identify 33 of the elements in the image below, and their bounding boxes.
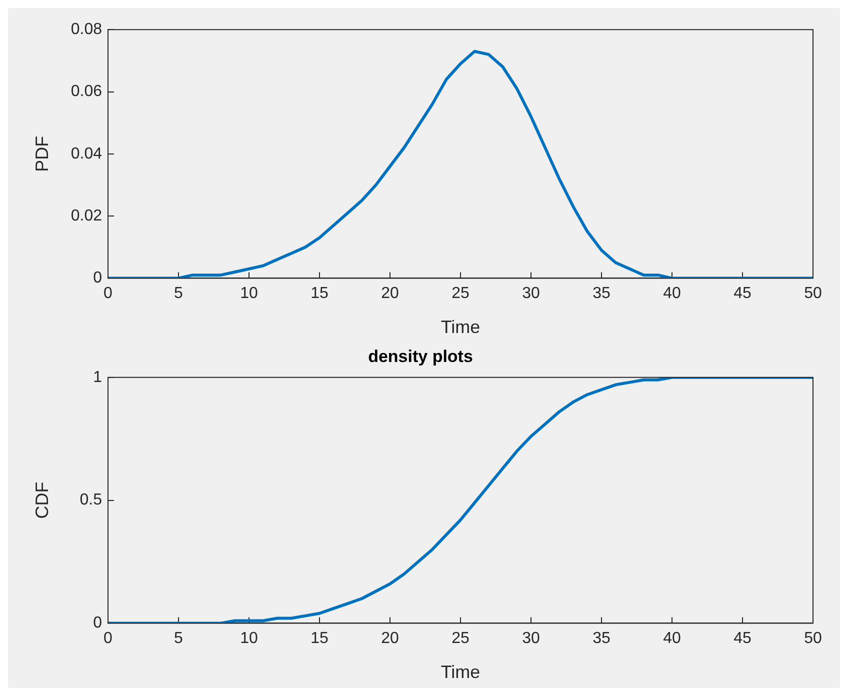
- x-tick-label: 20: [381, 285, 399, 302]
- x-tick-label: 10: [240, 285, 258, 302]
- y-tick-label: 1: [93, 368, 102, 386]
- y-tick-label: 0: [93, 270, 102, 287]
- x-tick-label: 40: [663, 285, 681, 302]
- x-axis-title: Time: [440, 662, 480, 682]
- x-tick-label: 30: [522, 285, 540, 302]
- x-tick-label: 10: [240, 630, 258, 648]
- x-tick-label: 35: [592, 630, 610, 648]
- y-axis-title: CDF: [32, 482, 52, 519]
- x-tick-label: 5: [174, 630, 184, 648]
- y-tick-label: 0.08: [70, 21, 102, 38]
- x-tick-label: 50: [804, 630, 822, 648]
- x-tick-label: 35: [592, 285, 610, 302]
- y-tick-label: 0: [93, 614, 102, 632]
- x-tick-label: 50: [804, 285, 822, 302]
- x-tick-label: 40: [663, 630, 681, 648]
- x-tick-label: 15: [310, 630, 328, 648]
- y-axis-title: PDF: [32, 136, 52, 172]
- x-tick-label: 5: [174, 285, 184, 302]
- x-tick-label: 20: [381, 630, 399, 648]
- x-tick-label: 15: [310, 285, 328, 302]
- x-tick-label: 25: [452, 285, 470, 302]
- chart-title: density plots: [368, 346, 473, 366]
- x-tick-label: 45: [734, 285, 752, 302]
- x-tick-label: 25: [452, 630, 470, 648]
- y-tick-label: 0.06: [70, 83, 102, 100]
- x-axis-title: Time: [440, 317, 480, 338]
- x-tick-label: 45: [734, 630, 752, 648]
- y-tick-label: 0.5: [80, 492, 102, 509]
- y-tick-label: 0.04: [70, 145, 102, 162]
- x-tick-label: 30: [522, 630, 540, 648]
- y-tick-label: 0.02: [70, 207, 102, 224]
